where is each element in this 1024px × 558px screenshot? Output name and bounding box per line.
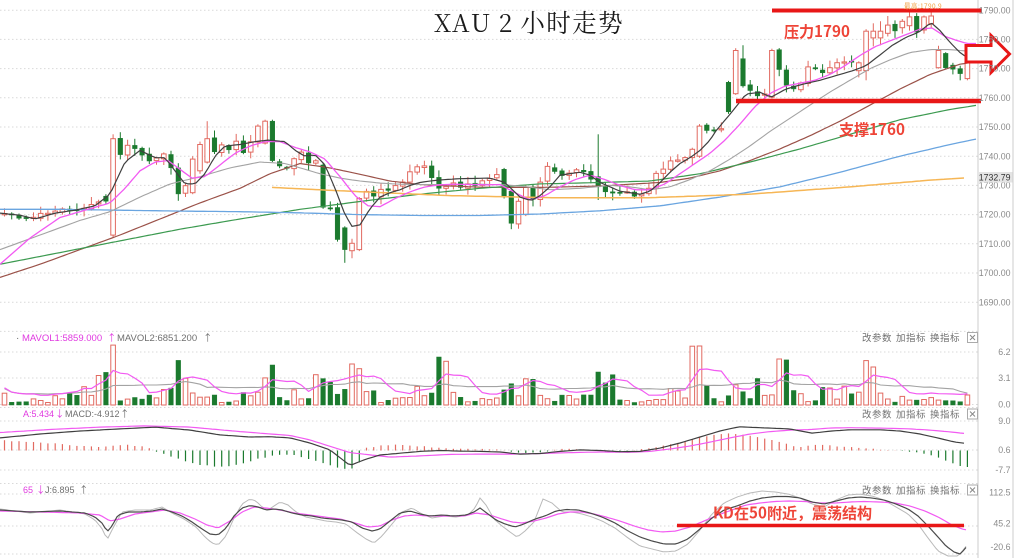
svg-text:·: · (16, 333, 19, 344)
svg-text:-20.6: -20.6 (990, 542, 1010, 552)
svg-text:1700.00: 1700.00 (979, 268, 1011, 278)
svg-text:1720.00: 1720.00 (979, 210, 1011, 220)
svg-text:MACD:-4.912: MACD:-4.912 (65, 409, 120, 419)
svg-text:6.2: 6.2 (998, 347, 1010, 357)
svg-text:0.0: 0.0 (998, 400, 1010, 410)
svg-text:J:6.895: J:6.895 (45, 485, 75, 495)
svg-text:1732.79: 1732.79 (979, 173, 1011, 183)
svg-text:1760.00: 1760.00 (979, 93, 1011, 103)
svg-text:112.5: 112.5 (989, 488, 1010, 498)
svg-text:A:5.434: A:5.434 (23, 409, 54, 419)
svg-text:1780.00: 1780.00 (979, 35, 1011, 45)
svg-text:45.2: 45.2 (993, 519, 1010, 529)
svg-text:MAVOL1:5859.000: MAVOL1:5859.000 (22, 333, 102, 344)
svg-text:9.0: 9.0 (998, 416, 1010, 426)
svg-text:1730.00: 1730.00 (979, 181, 1011, 191)
svg-text:1770.00: 1770.00 (979, 64, 1011, 74)
svg-text:3.1: 3.1 (998, 373, 1010, 383)
svg-text:1690.00: 1690.00 (979, 297, 1011, 307)
svg-text:1750.00: 1750.00 (979, 122, 1011, 132)
svg-text:1740.00: 1740.00 (979, 151, 1011, 161)
svg-text:1710.00: 1710.00 (979, 239, 1011, 249)
svg-text:MAVOL2:6851.200: MAVOL2:6851.200 (117, 333, 197, 344)
svg-text:1790.00: 1790.00 (979, 5, 1011, 15)
svg-text:0.6: 0.6 (998, 445, 1010, 455)
svg-text:65: 65 (23, 485, 33, 495)
svg-text:-7.7: -7.7 (995, 465, 1010, 475)
